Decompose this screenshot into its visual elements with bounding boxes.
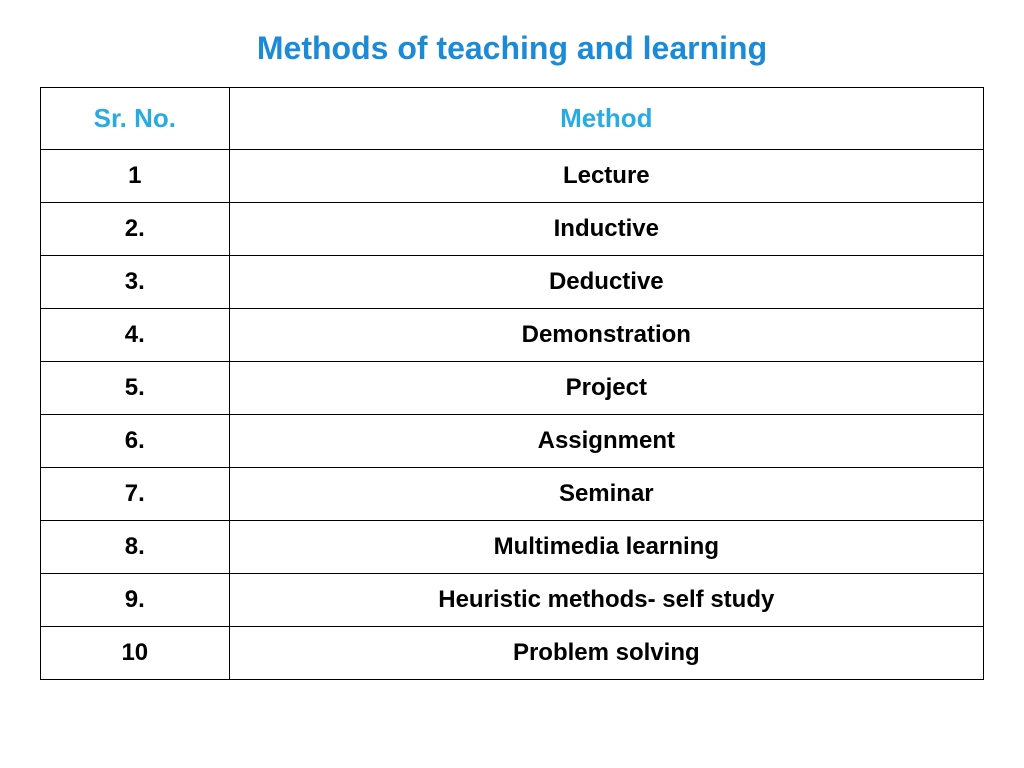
- table-row: 8. Multimedia learning: [41, 521, 984, 574]
- table-header-row: Sr. No. Method: [41, 88, 984, 150]
- table-row: 4. Demonstration: [41, 309, 984, 362]
- cell-sr: 4.: [41, 309, 230, 362]
- page-title: Methods of teaching and learning: [40, 30, 984, 67]
- cell-sr: 2.: [41, 203, 230, 256]
- header-sr-no: Sr. No.: [41, 88, 230, 150]
- cell-method: Inductive: [229, 203, 983, 256]
- cell-method: Lecture: [229, 150, 983, 203]
- cell-sr: 6.: [41, 415, 230, 468]
- cell-sr: 1: [41, 150, 230, 203]
- cell-sr: 3.: [41, 256, 230, 309]
- cell-method: Seminar: [229, 468, 983, 521]
- cell-method: Project: [229, 362, 983, 415]
- cell-sr: 5.: [41, 362, 230, 415]
- cell-method: Multimedia learning: [229, 521, 983, 574]
- cell-method: Demonstration: [229, 309, 983, 362]
- cell-sr: 9.: [41, 574, 230, 627]
- cell-method: Deductive: [229, 256, 983, 309]
- methods-table: Sr. No. Method 1 Lecture 2. Inductive 3.…: [40, 87, 984, 680]
- table-row: 5. Project: [41, 362, 984, 415]
- cell-method: Problem solving: [229, 627, 983, 680]
- table-row: 2. Inductive: [41, 203, 984, 256]
- table-row: 9. Heuristic methods- self study: [41, 574, 984, 627]
- table-row: 10 Problem solving: [41, 627, 984, 680]
- table-row: 7. Seminar: [41, 468, 984, 521]
- cell-method: Assignment: [229, 415, 983, 468]
- cell-method: Heuristic methods- self study: [229, 574, 983, 627]
- table-row: 6. Assignment: [41, 415, 984, 468]
- cell-sr: 7.: [41, 468, 230, 521]
- table-row: 3. Deductive: [41, 256, 984, 309]
- cell-sr: 10: [41, 627, 230, 680]
- cell-sr: 8.: [41, 521, 230, 574]
- header-method: Method: [229, 88, 983, 150]
- table-row: 1 Lecture: [41, 150, 984, 203]
